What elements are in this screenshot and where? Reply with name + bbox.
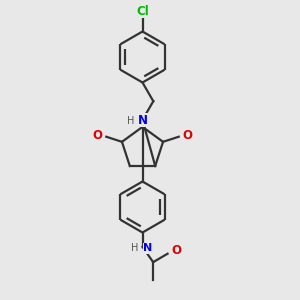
Text: O: O: [171, 244, 181, 257]
Text: O: O: [182, 129, 192, 142]
Text: H: H: [131, 243, 139, 254]
Text: H: H: [128, 116, 135, 125]
Text: N: N: [137, 114, 148, 127]
Text: O: O: [93, 129, 103, 142]
Text: Cl: Cl: [136, 5, 149, 18]
Text: N: N: [140, 116, 148, 125]
Text: N: N: [143, 243, 152, 254]
